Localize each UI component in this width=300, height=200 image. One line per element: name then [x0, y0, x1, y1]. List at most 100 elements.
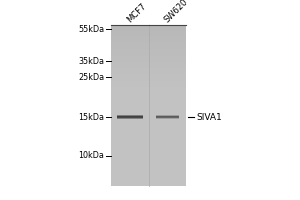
- Bar: [111, 41, 186, 42]
- Bar: [111, 175, 186, 176]
- Bar: [111, 37, 186, 38]
- Bar: [111, 141, 186, 142]
- Bar: [111, 185, 186, 186]
- Bar: [111, 139, 186, 140]
- Bar: [111, 52, 186, 53]
- Bar: [111, 122, 186, 123]
- Bar: [111, 102, 186, 103]
- Bar: [111, 98, 186, 99]
- Bar: [111, 123, 186, 124]
- Bar: [111, 164, 186, 165]
- Bar: [111, 126, 186, 127]
- Bar: [111, 117, 186, 118]
- Bar: [111, 118, 186, 119]
- Bar: [111, 92, 186, 93]
- Bar: [111, 27, 186, 28]
- Bar: [111, 130, 186, 131]
- Bar: [111, 174, 186, 175]
- Bar: [111, 36, 186, 37]
- Bar: [111, 114, 186, 115]
- Bar: [111, 104, 186, 105]
- Bar: [111, 128, 186, 129]
- Bar: [111, 156, 186, 157]
- Bar: [111, 170, 186, 171]
- Bar: [111, 42, 186, 43]
- Bar: [111, 53, 186, 54]
- Bar: [111, 44, 186, 45]
- Text: 55kDa: 55kDa: [78, 24, 104, 33]
- Bar: [111, 172, 186, 173]
- Bar: [111, 85, 186, 86]
- Bar: [111, 138, 186, 139]
- Bar: [111, 43, 186, 44]
- Bar: [111, 127, 186, 128]
- Bar: [111, 178, 186, 179]
- Bar: [111, 129, 186, 130]
- Bar: [111, 108, 186, 109]
- Bar: [111, 71, 186, 72]
- Bar: [111, 91, 186, 92]
- Bar: [111, 124, 186, 125]
- Bar: [111, 58, 186, 59]
- Bar: [111, 66, 186, 67]
- Bar: [111, 155, 186, 156]
- Bar: [111, 101, 186, 102]
- Bar: [111, 69, 186, 70]
- Bar: [111, 51, 186, 52]
- Text: 35kDa: 35kDa: [78, 56, 104, 66]
- Bar: [111, 25, 186, 26]
- Bar: [111, 78, 186, 79]
- Bar: [111, 147, 186, 148]
- Bar: [111, 168, 186, 169]
- Bar: [111, 161, 186, 162]
- Bar: [111, 87, 186, 88]
- Bar: [111, 106, 186, 107]
- Text: 15kDa: 15kDa: [78, 112, 104, 121]
- Text: MCF7: MCF7: [125, 1, 148, 24]
- Bar: [111, 60, 186, 61]
- Bar: [111, 38, 186, 39]
- Bar: [111, 150, 186, 151]
- Bar: [111, 131, 186, 132]
- Bar: [111, 183, 186, 184]
- Bar: [111, 50, 186, 51]
- Bar: [111, 59, 186, 60]
- Bar: [111, 166, 186, 167]
- Bar: [111, 97, 186, 98]
- Bar: [111, 73, 186, 74]
- Bar: [111, 133, 186, 134]
- Bar: [111, 84, 186, 85]
- Bar: [111, 125, 186, 126]
- Text: SIVA1: SIVA1: [196, 112, 222, 121]
- Bar: [111, 33, 186, 34]
- Bar: [111, 56, 186, 57]
- Bar: [111, 160, 186, 161]
- Bar: [111, 119, 186, 120]
- Bar: [111, 111, 186, 112]
- Bar: [111, 77, 186, 78]
- Bar: [111, 121, 186, 122]
- Bar: [111, 64, 186, 65]
- Bar: [111, 120, 186, 121]
- Text: 25kDa: 25kDa: [78, 72, 104, 82]
- Bar: [111, 81, 186, 82]
- Bar: [111, 173, 186, 174]
- Bar: [111, 169, 186, 170]
- Bar: [111, 179, 186, 180]
- Bar: [111, 35, 186, 36]
- Bar: [111, 137, 186, 138]
- Bar: [111, 167, 186, 168]
- Bar: [111, 151, 186, 152]
- Bar: [111, 95, 186, 96]
- Bar: [111, 134, 186, 135]
- Bar: [111, 28, 186, 29]
- Bar: [111, 70, 186, 71]
- Bar: [111, 154, 186, 155]
- Text: SW620: SW620: [162, 0, 190, 24]
- Bar: [111, 63, 186, 64]
- Bar: [111, 146, 186, 147]
- Bar: [111, 67, 186, 68]
- Bar: [111, 89, 186, 90]
- Bar: [111, 109, 186, 110]
- Bar: [111, 158, 186, 159]
